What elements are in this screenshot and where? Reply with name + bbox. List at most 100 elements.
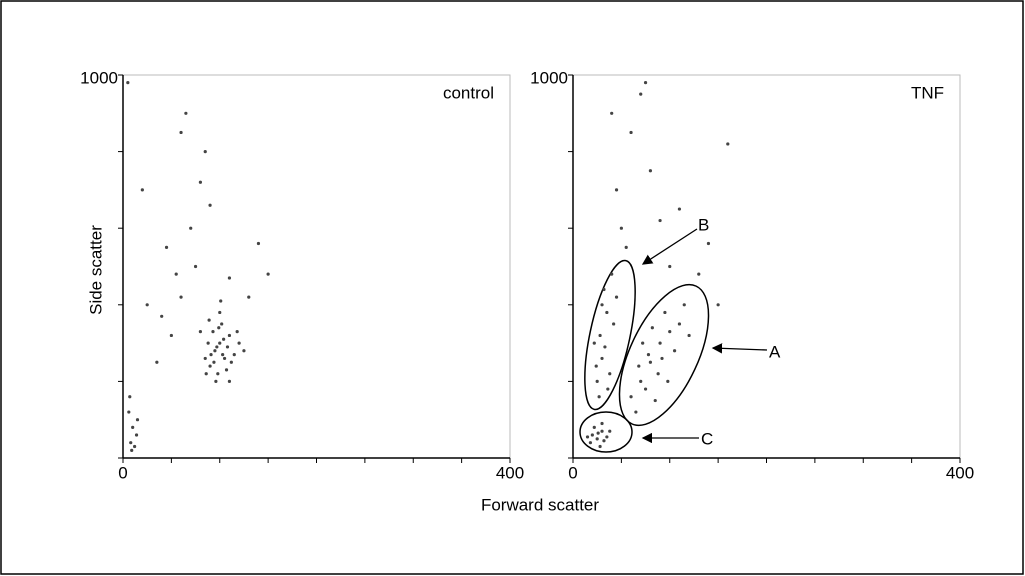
point: [597, 395, 601, 399]
point: [641, 341, 645, 345]
point: [206, 341, 210, 345]
point: [134, 433, 139, 437]
point: [140, 188, 144, 192]
point: [600, 303, 604, 307]
y-tick-label: 1000: [530, 68, 568, 87]
annotation: C: [701, 429, 713, 448]
point: [160, 314, 164, 318]
point: [189, 226, 193, 230]
point: [600, 356, 604, 361]
point: [648, 169, 653, 173]
point: [629, 130, 633, 135]
point: [211, 330, 215, 334]
point: [129, 441, 133, 445]
point: [131, 425, 135, 429]
point: [217, 326, 221, 330]
point: [600, 429, 604, 433]
point: [155, 360, 159, 364]
point: [706, 241, 711, 246]
point: [637, 364, 641, 368]
point: [127, 410, 131, 414]
point: [209, 352, 213, 357]
point: [624, 245, 628, 249]
point: [639, 92, 643, 96]
point: [145, 303, 149, 307]
point: [619, 226, 623, 230]
point: [677, 322, 682, 326]
point: [658, 218, 662, 223]
point: [600, 421, 604, 426]
point: [672, 349, 677, 353]
point: [592, 341, 596, 345]
point: [608, 429, 612, 433]
point: [663, 310, 667, 315]
point: [614, 295, 619, 299]
point: [588, 441, 593, 445]
gate-b: [584, 259, 636, 411]
point: [668, 264, 672, 269]
point: [595, 379, 599, 383]
point: [598, 333, 602, 338]
annotation: A: [769, 342, 781, 361]
point: [602, 439, 606, 443]
point: [179, 130, 183, 135]
point: [606, 387, 610, 391]
point: [266, 272, 270, 276]
point: [204, 372, 208, 376]
point: [608, 372, 612, 376]
point: [227, 333, 232, 338]
point: [229, 360, 233, 364]
point: [602, 287, 606, 292]
point: [650, 326, 654, 330]
point: [585, 435, 590, 439]
point: [590, 433, 594, 437]
point: [610, 111, 614, 115]
annotation: B: [698, 215, 709, 234]
point: [596, 431, 600, 435]
y-tick-label: 1000: [80, 68, 118, 87]
point: [126, 81, 130, 85]
point: [687, 333, 691, 338]
point: [666, 379, 670, 383]
point: [174, 272, 178, 276]
point: [208, 203, 212, 207]
point: [235, 330, 239, 334]
point: [610, 272, 614, 276]
point: [207, 318, 211, 322]
point: [256, 241, 261, 246]
point: [218, 310, 222, 315]
point: [184, 111, 188, 115]
point: [614, 188, 619, 192]
point: [677, 207, 682, 211]
point: [643, 387, 648, 391]
point: [214, 379, 218, 383]
point: [658, 341, 662, 345]
point: [220, 322, 224, 326]
point: [656, 372, 660, 376]
point: [179, 295, 183, 299]
point: [198, 180, 202, 184]
point: [130, 448, 134, 452]
point: [225, 345, 230, 349]
point: [164, 245, 169, 249]
gates: [579, 259, 710, 453]
point: [222, 356, 227, 361]
point: [648, 360, 653, 364]
point: [227, 379, 232, 383]
panel-label: TNF: [911, 83, 944, 102]
point: [242, 349, 246, 353]
point: [222, 337, 226, 341]
point: [612, 322, 616, 326]
point: [169, 333, 173, 338]
point: [682, 303, 686, 307]
point: [247, 295, 251, 299]
point: [653, 398, 657, 403]
point: [595, 437, 599, 441]
gate-a: [618, 283, 710, 427]
arrow-b: [641, 228, 698, 265]
point: [198, 330, 202, 334]
point: [133, 444, 137, 449]
point: [605, 435, 609, 439]
